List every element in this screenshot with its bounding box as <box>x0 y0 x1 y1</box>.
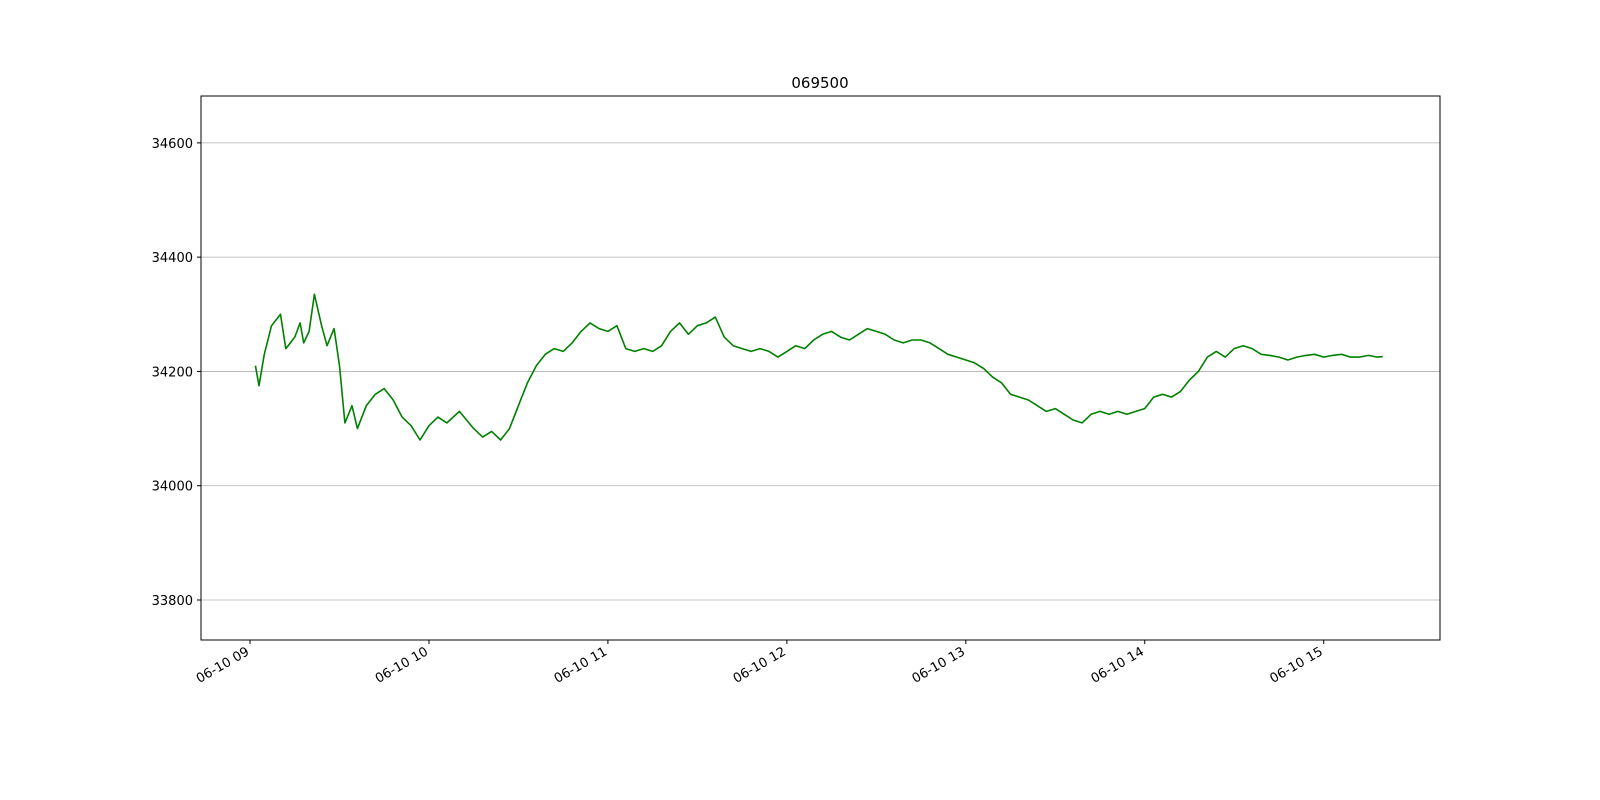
x-tick-label: 06-10 09 <box>194 644 252 686</box>
y-tick-label: 34200 <box>152 365 193 380</box>
x-tick-label: 06-10 15 <box>1268 644 1326 686</box>
x-tick-label: 06-10 12 <box>731 644 789 686</box>
x-tick-label: 06-10 13 <box>910 644 968 686</box>
x-tick-label: 06-10 14 <box>1089 644 1147 686</box>
y-tick-label: 33800 <box>152 594 193 609</box>
plot-frame <box>200 95 1441 641</box>
chart-title: 069500 <box>791 74 848 92</box>
y-tick-label: 34400 <box>152 251 193 266</box>
x-tick-label: 06-10 10 <box>373 644 431 686</box>
y-tick-label: 34000 <box>152 480 193 495</box>
y-tick-label: 34600 <box>152 137 193 152</box>
x-tick-label: 06-10 11 <box>552 644 610 686</box>
line-series <box>254 293 1383 441</box>
